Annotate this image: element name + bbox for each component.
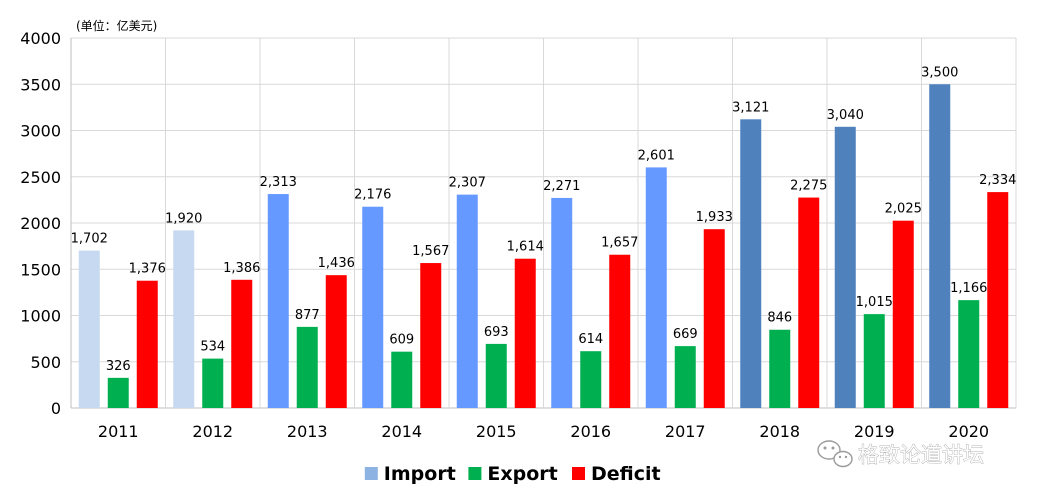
data-labels: 1,702 326 1,376 1,920 534 1,386 2,313 877 1,436 2…: [71, 65, 1017, 374]
data-label-export-2014: 609: [389, 333, 414, 348]
data-label-export-2018: 846: [767, 311, 792, 326]
bar-export-2017: [674, 346, 696, 408]
data-label-deficit-2019: 2,025: [885, 202, 922, 217]
y-tick-label: 0: [51, 399, 61, 418]
bar-export-2020: [958, 300, 980, 408]
bar-import-2019: [834, 126, 856, 409]
x-tick-label: 2018: [759, 422, 800, 441]
bar-deficit-2017: [703, 229, 725, 408]
y-tick-label: 1000: [20, 307, 61, 326]
y-axis-ticks: 0 500 1000 1500 2000 2500 3000 3500 4000: [20, 29, 61, 418]
bar-deficit-2012: [231, 279, 253, 408]
bar-deficit-2011: [136, 280, 158, 408]
data-label-deficit-2013: 1,436: [318, 256, 355, 271]
bar-export-2016: [580, 351, 602, 408]
bar-import-2011: [78, 250, 100, 408]
y-tick-label: 4000: [20, 29, 61, 48]
data-label-export-2019: 1,015: [856, 295, 893, 310]
x-tick-label: 2012: [192, 422, 233, 441]
bar-deficit-2014: [420, 263, 442, 408]
x-tick-label: 2020: [948, 422, 989, 441]
data-label-deficit-2014: 1,567: [412, 244, 449, 259]
x-tick-label: 2017: [665, 422, 706, 441]
data-label-export-2020: 1,166: [950, 281, 987, 296]
bar-import-2013: [267, 194, 289, 408]
data-label-export-2012: 534: [200, 340, 225, 355]
data-label-deficit-2015: 1,614: [507, 240, 544, 255]
bar-export-2019: [863, 314, 885, 408]
x-tick-label: 2016: [570, 422, 611, 441]
x-tick-label: 2011: [98, 422, 139, 441]
data-label-import-2016: 2,271: [543, 179, 580, 194]
x-tick-label: 2014: [381, 422, 422, 441]
watermark: 格致论道讲坛: [817, 440, 984, 468]
bar-export-2013: [296, 326, 318, 408]
y-tick-label: 3500: [20, 75, 61, 94]
data-label-deficit-2020: 2,334: [979, 173, 1016, 188]
x-tick-label: 2019: [854, 422, 895, 441]
bar-import-2015: [456, 194, 478, 408]
bar-deficit-2019: [892, 220, 914, 408]
y-tick-label: 2000: [20, 214, 61, 233]
x-tick-label: 2015: [476, 422, 517, 441]
bar-deficit-2013: [325, 275, 347, 408]
legend: Import Export Deficit: [364, 463, 661, 485]
bar-import-2017: [645, 167, 667, 408]
y-tick-label: 1500: [20, 260, 61, 279]
data-label-export-2017: 669: [673, 327, 698, 342]
bar-import-2020: [929, 84, 951, 408]
bar-export-2011: [107, 377, 129, 408]
bar-import-2018: [740, 119, 762, 409]
data-label-import-2013: 2,313: [260, 175, 297, 190]
data-label-deficit-2017: 1,933: [696, 210, 733, 225]
legend-swatch-import: [364, 467, 378, 480]
bar-export-2018: [769, 329, 791, 408]
data-label-import-2011: 1,702: [71, 232, 108, 247]
bar-import-2012: [173, 230, 195, 408]
watermark-text: 格致论道讲坛: [858, 443, 984, 467]
data-label-import-2017: 2,601: [638, 148, 675, 163]
y-tick-label: 500: [30, 353, 61, 372]
legend-label-deficit: Deficit: [591, 463, 661, 485]
bar-import-2014: [362, 206, 384, 408]
data-label-deficit-2011: 1,376: [129, 262, 166, 277]
legend-swatch-export: [468, 467, 482, 480]
data-label-deficit-2016: 1,657: [601, 236, 638, 251]
y-tick-label: 3000: [20, 122, 61, 141]
data-label-export-2011: 326: [106, 359, 131, 374]
data-label-deficit-2018: 2,275: [790, 179, 827, 194]
bar-deficit-2016: [609, 254, 631, 408]
x-axis-ticks: 2011 2012 2013 2014 2015 2016 2017 2018 2019 2020: [98, 422, 989, 441]
data-label-import-2018: 3,121: [732, 100, 769, 115]
legend-label-export: Export: [487, 463, 557, 485]
data-label-import-2019: 3,040: [827, 108, 864, 123]
bar-export-2015: [485, 343, 507, 408]
bar-export-2012: [202, 358, 224, 408]
data-label-import-2014: 2,176: [354, 188, 391, 203]
bar-import-2016: [551, 197, 573, 408]
data-label-deficit-2012: 1,386: [223, 261, 260, 276]
data-label-import-2015: 2,307: [449, 176, 486, 191]
wechat-icon: [817, 440, 853, 468]
data-label-export-2016: 614: [578, 332, 603, 347]
grid-lines: [70, 37, 1017, 409]
data-label-export-2013: 877: [295, 308, 320, 323]
legend-swatch-deficit: [572, 467, 585, 480]
y-tick-label: 2500: [20, 168, 61, 187]
data-label-import-2012: 1,920: [165, 211, 202, 226]
unit-label: (单位：亿美元): [76, 18, 157, 33]
x-tick-label: 2013: [287, 422, 328, 441]
data-label-import-2020: 3,500: [921, 65, 958, 80]
bar-deficit-2018: [798, 197, 820, 408]
bar-deficit-2020: [987, 192, 1009, 408]
bar-deficit-2015: [514, 258, 536, 408]
bar-export-2014: [391, 351, 413, 408]
legend-label-import: Import: [384, 463, 456, 485]
data-label-export-2015: 693: [484, 325, 509, 340]
bars: [78, 84, 1009, 409]
